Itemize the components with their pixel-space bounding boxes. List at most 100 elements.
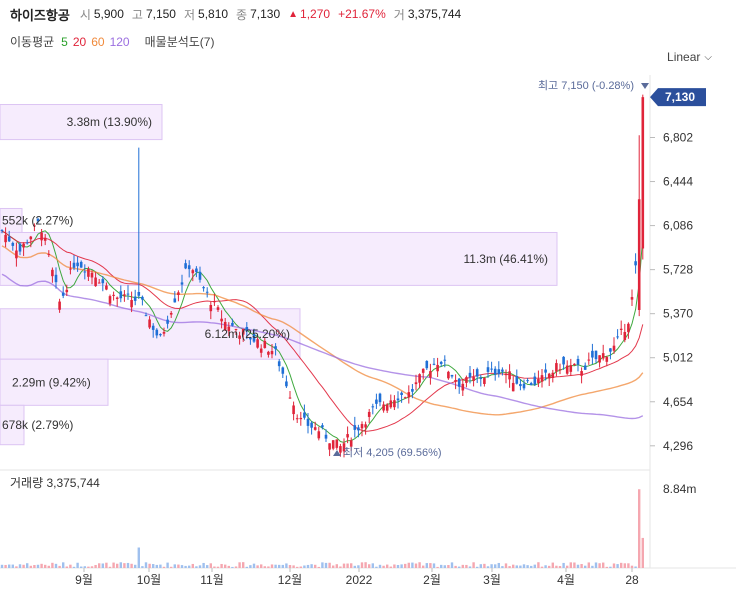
volume-bar bbox=[321, 562, 324, 568]
x-tick-label: 28 bbox=[625, 573, 639, 587]
candle-body bbox=[483, 378, 486, 384]
volume-bar bbox=[87, 566, 90, 568]
volume-bar bbox=[18, 564, 22, 568]
volume-bar bbox=[206, 565, 209, 568]
candle-body bbox=[105, 285, 108, 290]
sales-analysis-toggle[interactable]: 매물분석도(7) bbox=[144, 35, 215, 49]
volume-bar bbox=[317, 566, 320, 568]
volume-bar bbox=[508, 566, 511, 568]
y-tick-label: 6,086 bbox=[663, 219, 693, 233]
volume-bar bbox=[346, 563, 349, 568]
volume-bar bbox=[638, 489, 641, 568]
volume-bar bbox=[630, 565, 634, 568]
candles-layer bbox=[0, 94, 645, 458]
volume-bar bbox=[490, 564, 493, 568]
volume-y-tick-label: 8.84m bbox=[663, 482, 696, 496]
candle-body bbox=[220, 318, 223, 322]
ma-line-60 bbox=[1, 245, 644, 416]
volume-bar bbox=[137, 547, 140, 568]
volume-bar bbox=[476, 566, 479, 568]
volume-bar bbox=[162, 566, 166, 568]
x-tick-label: 11월 bbox=[200, 573, 224, 587]
volume-bar bbox=[90, 566, 94, 568]
volume-value: 3,375,744 bbox=[407, 7, 462, 21]
volume-bar bbox=[40, 563, 43, 568]
candle-body bbox=[112, 294, 115, 296]
volume-bar bbox=[126, 562, 130, 568]
volume-bar bbox=[0, 564, 4, 568]
volume-bar bbox=[180, 565, 184, 568]
volume-bar bbox=[278, 564, 281, 568]
candle-body bbox=[342, 443, 346, 452]
candle-body bbox=[511, 382, 515, 392]
volume-bar bbox=[447, 565, 450, 568]
annotation-layer: 3.38m (13.90%) 552k (2.27%) 11.3m (46.41%)… bbox=[2, 79, 706, 490]
volume-bar bbox=[522, 564, 526, 568]
volume-bar bbox=[389, 566, 392, 568]
min-annotation: 최저 4,205 (69.56%) bbox=[343, 446, 442, 459]
candle-body bbox=[385, 404, 389, 411]
candle-body bbox=[123, 294, 126, 296]
volume-bar bbox=[350, 563, 353, 568]
candle-body bbox=[439, 361, 443, 364]
stock-header: 하이즈항공 시 5,900 고 7,150 저 5,810 종 7,130 ▲ 1,270… bbox=[10, 4, 469, 24]
scale-selector[interactable]: Linear ⌵ bbox=[667, 50, 712, 64]
ma-120[interactable]: 120 bbox=[109, 34, 130, 49]
volume-bar bbox=[602, 562, 605, 568]
candle-body bbox=[58, 301, 61, 310]
volume-bar bbox=[407, 562, 410, 568]
candle-body bbox=[349, 440, 353, 447]
candle-body bbox=[83, 271, 87, 273]
volume-bar bbox=[353, 565, 356, 568]
candle-body bbox=[497, 369, 501, 374]
volume-bar bbox=[533, 564, 536, 568]
open-value: 5,900 bbox=[93, 7, 124, 21]
volume-profile-bar bbox=[0, 358, 109, 406]
candle-body bbox=[126, 293, 130, 295]
candle-body bbox=[558, 369, 562, 371]
candle-body bbox=[335, 439, 339, 448]
candle-body bbox=[259, 348, 263, 353]
ma-60[interactable]: 60 bbox=[91, 34, 105, 49]
candle-body bbox=[137, 291, 141, 296]
candle-body bbox=[328, 443, 331, 450]
candle-body bbox=[598, 355, 601, 363]
volume-bar bbox=[501, 566, 504, 568]
ma-20[interactable]: 20 bbox=[72, 34, 87, 49]
candle-body bbox=[281, 367, 285, 374]
candle-body bbox=[299, 417, 303, 420]
candle-body bbox=[641, 97, 645, 249]
candle-body bbox=[252, 333, 256, 342]
candle-body bbox=[205, 291, 209, 293]
volume-bar bbox=[616, 564, 619, 568]
candle-body bbox=[213, 301, 216, 303]
volume-bar bbox=[544, 565, 547, 568]
candle-body bbox=[173, 298, 177, 303]
volume-bar bbox=[641, 537, 644, 568]
candle-body bbox=[418, 374, 421, 383]
ma-legend[interactable]: 이동평균 5 20 60 120 매물분석도(7) bbox=[10, 33, 214, 50]
volume-bar bbox=[65, 566, 68, 568]
candle-body bbox=[457, 378, 461, 387]
open-label: 시 bbox=[79, 7, 91, 22]
candle-body bbox=[15, 250, 18, 259]
volume-bar bbox=[486, 566, 490, 568]
x-tick-label: 3월 bbox=[483, 573, 501, 587]
x-tick-label: 9월 bbox=[75, 573, 93, 587]
volume-bar bbox=[242, 562, 245, 568]
volume-profile-bar bbox=[0, 104, 163, 141]
candle-body bbox=[295, 418, 299, 420]
x-tick-label: 10월 bbox=[137, 573, 161, 587]
volume-profile-bar bbox=[0, 404, 25, 446]
candle-body bbox=[414, 382, 418, 385]
volume-bar bbox=[4, 564, 7, 568]
candle-body bbox=[202, 287, 205, 289]
candle-body bbox=[375, 399, 378, 404]
ma-5[interactable]: 5 bbox=[61, 34, 68, 49]
candle-body bbox=[90, 272, 94, 278]
volume-bar bbox=[479, 564, 482, 568]
candle-body bbox=[609, 348, 612, 352]
candle-body bbox=[267, 351, 270, 355]
candle-body bbox=[508, 371, 511, 380]
